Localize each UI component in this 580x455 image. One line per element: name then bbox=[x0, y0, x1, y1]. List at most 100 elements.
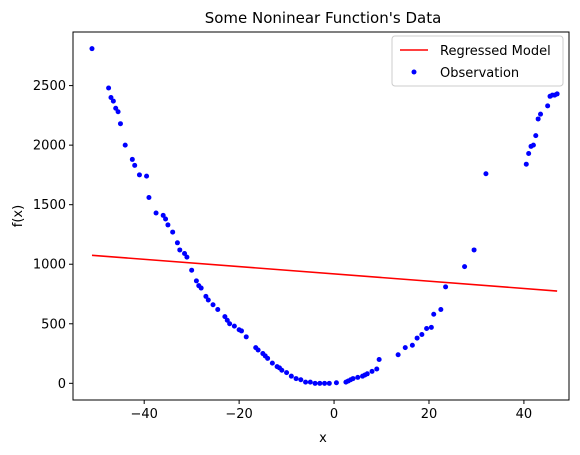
chart-title: Some Noninear Function's Data bbox=[205, 9, 442, 27]
observation-point bbox=[182, 251, 188, 257]
observation-point bbox=[355, 374, 361, 380]
legend-marker-swatch bbox=[411, 69, 417, 75]
observation-point bbox=[545, 103, 551, 109]
observation-point bbox=[428, 324, 434, 330]
observation-point bbox=[414, 335, 420, 341]
x-tick-label: −40 bbox=[130, 407, 157, 422]
observation-point bbox=[293, 376, 299, 382]
observation-point bbox=[535, 116, 541, 122]
observation-point bbox=[269, 360, 275, 366]
y-tick-label: 1000 bbox=[33, 258, 66, 273]
observation-point bbox=[215, 306, 221, 312]
plot-frame bbox=[72, 31, 570, 401]
observation-point bbox=[395, 352, 401, 358]
y-tick-label: 1500 bbox=[33, 198, 66, 213]
observation-point bbox=[170, 229, 176, 235]
observation-point bbox=[374, 366, 380, 372]
observation-point bbox=[438, 306, 444, 312]
legend-label-observation: Observation bbox=[440, 66, 519, 81]
observation-point bbox=[227, 321, 233, 327]
observation-point bbox=[153, 210, 159, 216]
observation-point bbox=[530, 142, 536, 148]
observation-point bbox=[163, 216, 169, 222]
y-tick-label: 0 bbox=[58, 377, 66, 392]
observation-point bbox=[160, 212, 166, 218]
observation-point bbox=[409, 342, 415, 348]
y-axis: 0 500 1000 1500 2000 2500 bbox=[33, 79, 73, 392]
observation-point bbox=[165, 222, 171, 228]
observation-point bbox=[369, 368, 375, 374]
observation-point bbox=[132, 162, 138, 168]
observation-point bbox=[115, 109, 121, 115]
observation-point bbox=[298, 377, 304, 383]
observation-point bbox=[210, 302, 216, 308]
observation-point bbox=[205, 297, 211, 303]
observation-point bbox=[222, 314, 228, 320]
legend-label-regressed-model: Regressed Model bbox=[440, 44, 551, 59]
observation-point bbox=[471, 247, 477, 253]
observation-point bbox=[317, 380, 323, 386]
y-tick-label: 2000 bbox=[33, 139, 66, 154]
observation-point bbox=[224, 317, 230, 323]
x-tick-label: 20 bbox=[421, 407, 438, 422]
observation-point bbox=[231, 323, 237, 329]
x-tick-label: 0 bbox=[330, 407, 338, 422]
x-tick-label: 40 bbox=[516, 407, 533, 422]
observation-point bbox=[312, 380, 318, 386]
observation-point bbox=[198, 285, 204, 291]
observation-point bbox=[419, 331, 425, 337]
observation-point bbox=[326, 380, 332, 386]
observation-point bbox=[483, 171, 489, 177]
observation-point bbox=[307, 379, 313, 385]
observation-point bbox=[526, 150, 532, 156]
observation-point bbox=[255, 347, 261, 353]
observation-point bbox=[108, 95, 114, 101]
observation-point bbox=[177, 247, 183, 253]
regression-line bbox=[91, 254, 558, 292]
observation-point bbox=[136, 172, 142, 178]
observation-point bbox=[462, 264, 468, 270]
observation-point bbox=[322, 380, 328, 386]
observation-point bbox=[402, 345, 408, 351]
observation-point bbox=[443, 284, 449, 290]
observation-point bbox=[284, 370, 290, 376]
x-tick-label: −20 bbox=[225, 407, 252, 422]
observation-point bbox=[265, 355, 271, 361]
observation-point bbox=[350, 376, 356, 382]
legend: Regressed Model Observation bbox=[391, 35, 564, 87]
observation-point bbox=[243, 334, 249, 340]
observation-point bbox=[523, 161, 529, 167]
observation-point bbox=[113, 105, 119, 111]
observation-point bbox=[106, 85, 112, 91]
y-tick-label: 500 bbox=[41, 317, 66, 332]
observation-point bbox=[533, 133, 539, 139]
plot-area bbox=[89, 46, 560, 386]
observation-point bbox=[554, 91, 560, 97]
observation-point bbox=[184, 254, 190, 260]
observation-point bbox=[288, 373, 294, 379]
observation-point bbox=[279, 367, 285, 373]
x-axis-label: x bbox=[319, 431, 327, 446]
observation-point bbox=[431, 311, 437, 317]
observation-point bbox=[333, 380, 339, 386]
x-axis: −40 −20 0 20 40 bbox=[130, 400, 532, 422]
observation-point bbox=[174, 240, 180, 246]
observation-point bbox=[122, 142, 128, 148]
legend-box bbox=[391, 35, 564, 87]
observation-point bbox=[364, 371, 370, 377]
observation-point bbox=[110, 98, 116, 104]
observation-point bbox=[144, 173, 150, 179]
observation-point bbox=[189, 267, 195, 273]
observation-point bbox=[89, 46, 95, 52]
observation-point bbox=[424, 326, 430, 332]
observation-point bbox=[303, 379, 309, 385]
observation-point bbox=[146, 195, 152, 201]
observation-point bbox=[117, 121, 123, 127]
observation-point bbox=[376, 357, 382, 363]
observation-point bbox=[203, 293, 209, 299]
observation-point bbox=[129, 156, 135, 162]
y-axis-label: f(x) bbox=[11, 205, 26, 227]
y-tick-label: 2500 bbox=[33, 79, 66, 94]
observation-point bbox=[538, 111, 544, 117]
